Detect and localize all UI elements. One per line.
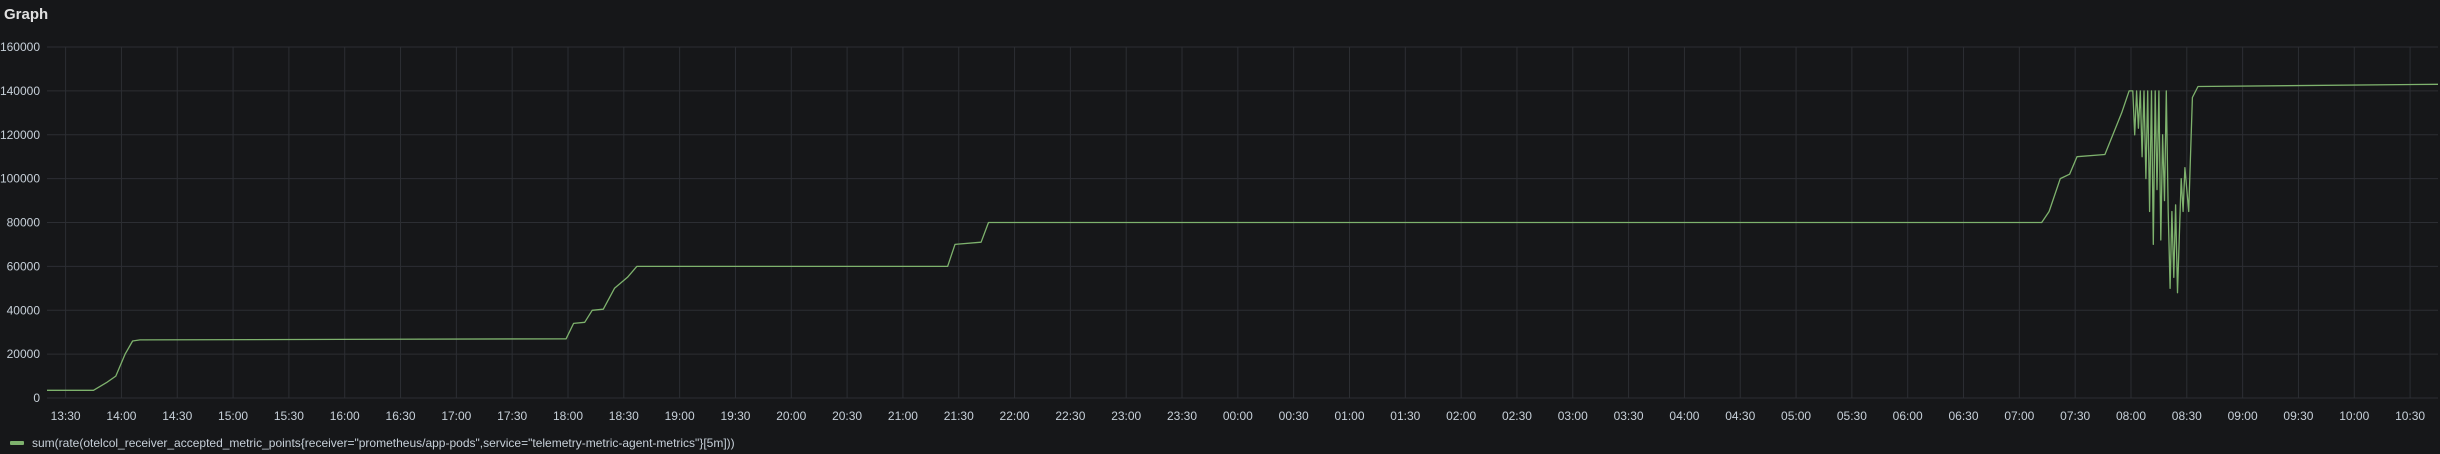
x-tick-label: 01:30 <box>1390 409 1420 423</box>
x-tick-label: 16:30 <box>386 409 416 423</box>
x-tick-label: 19:00 <box>665 409 695 423</box>
x-tick-label: 18:00 <box>553 409 583 423</box>
x-tick-label: 03:00 <box>1558 409 1588 423</box>
x-tick-label: 07:30 <box>2060 409 2090 423</box>
y-axis: 0 20000 40000 60000 80000 100000 120000 140000 1… <box>0 40 40 405</box>
x-tick-label: 08:30 <box>2172 409 2202 423</box>
y-tick-label: 120000 <box>0 128 40 142</box>
x-tick-label: 20:30 <box>832 409 862 423</box>
y-tick-label: 160000 <box>0 40 40 54</box>
x-tick-label: 15:00 <box>218 409 248 423</box>
x-tick-label: 21:00 <box>888 409 918 423</box>
x-tick-label: 04:30 <box>1725 409 1755 423</box>
x-tick-label: 22:30 <box>1055 409 1085 423</box>
y-tick-label: 100000 <box>0 172 40 186</box>
x-tick-label: 21:30 <box>944 409 974 423</box>
x-tick-label: 00:30 <box>1279 409 1309 423</box>
x-tick-label: 08:00 <box>2116 409 2146 423</box>
y-tick-label: 60000 <box>7 259 41 273</box>
x-tick-label: 03:30 <box>1614 409 1644 423</box>
y-tick-label: 80000 <box>7 216 41 230</box>
x-tick-label: 10:30 <box>2395 409 2425 423</box>
series-line[interactable] <box>47 83 2439 391</box>
legend-label[interactable]: sum(rate(otelcol_receiver_accepted_metri… <box>32 436 735 450</box>
legend[interactable]: sum(rate(otelcol_receiver_accepted_metri… <box>10 436 735 450</box>
grid-layer <box>47 46 2438 399</box>
x-tick-label: 14:30 <box>162 409 192 423</box>
y-tick-label: 20000 <box>7 347 41 361</box>
series-layer <box>47 83 2439 391</box>
x-tick-label: 05:00 <box>1781 409 1811 423</box>
x-tick-label: 20:00 <box>776 409 806 423</box>
x-tick-label: 02:30 <box>1502 409 1532 423</box>
x-tick-label: 10:00 <box>2339 409 2369 423</box>
x-tick-label: 23:30 <box>1167 409 1197 423</box>
x-tick-label: 19:30 <box>720 409 750 423</box>
x-axis: 13:30 14:00 14:30 15:00 15:30 16:00 16:30 17:00… <box>51 409 2426 423</box>
x-tick-label: 00:00 <box>1223 409 1253 423</box>
x-tick-label: 07:00 <box>2004 409 2034 423</box>
x-tick-label: 05:30 <box>1837 409 1867 423</box>
x-tick-label: 13:30 <box>51 409 81 423</box>
x-tick-label: 06:00 <box>1893 409 1923 423</box>
x-tick-label: 15:30 <box>274 409 304 423</box>
y-tick-label: 40000 <box>7 303 41 317</box>
y-tick-label: 0 <box>33 391 40 405</box>
x-tick-label: 17:30 <box>497 409 527 423</box>
legend-swatch <box>10 441 24 445</box>
x-tick-label: 17:00 <box>441 409 471 423</box>
x-tick-label: 04:00 <box>1669 409 1699 423</box>
x-tick-label: 16:00 <box>330 409 360 423</box>
x-tick-label: 23:00 <box>1111 409 1141 423</box>
panel-title: Graph <box>4 6 49 23</box>
x-tick-label: 06:30 <box>1949 409 1979 423</box>
x-tick-label: 02:00 <box>1446 409 1476 423</box>
x-tick-label: 18:30 <box>609 409 639 423</box>
x-tick-label: 09:30 <box>2283 409 2313 423</box>
x-tick-label: 01:00 <box>1334 409 1364 423</box>
y-tick-label: 140000 <box>0 84 40 98</box>
x-tick-label: 22:00 <box>1000 409 1030 423</box>
line-chart[interactable]: 0 20000 40000 60000 80000 100000 120000 140000 1… <box>0 0 2440 430</box>
x-tick-label: 14:00 <box>106 409 136 423</box>
x-tick-label: 09:00 <box>2228 409 2258 423</box>
